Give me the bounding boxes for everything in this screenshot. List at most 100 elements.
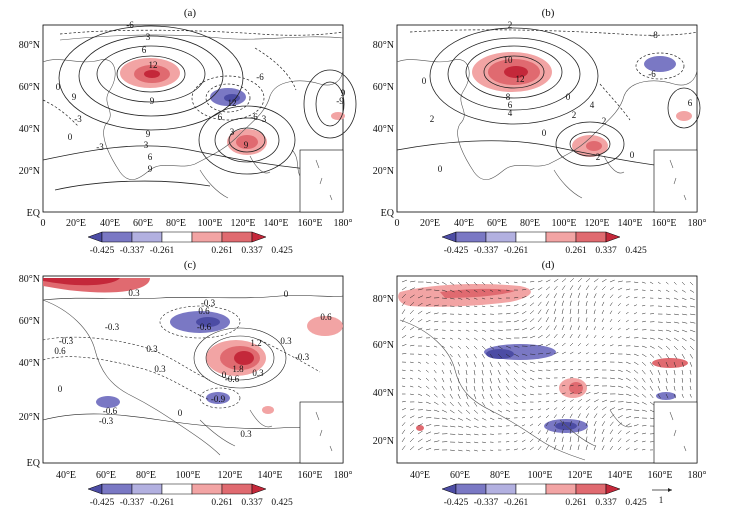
wind-vector [665,313,671,315]
wind-vector [513,425,518,427]
wind-vector [489,409,495,414]
wind-vector [433,393,438,398]
panel-c-inset [299,401,344,464]
wind-vector [433,401,439,405]
colorbar-tick-label: 0.337 [241,498,263,508]
wind-vector [657,393,661,399]
wind-vector [457,441,463,443]
wind-vector [489,353,494,359]
wind-vector [473,449,478,452]
wind-vector [489,337,495,341]
wind-vector [569,360,574,363]
wind-vector [601,352,606,355]
wind-vector [409,344,415,347]
svg-text:-0.3: -0.3 [105,322,120,332]
wind-vector [521,431,526,435]
wind-vector [489,449,494,451]
wind-vector [481,361,485,367]
wind-vector [585,360,590,363]
wind-vector [529,335,536,339]
wind-vector [433,425,440,427]
wind-vector [625,439,630,443]
wind-vector [457,401,462,407]
wind-vector [529,318,535,323]
wind-vector [577,278,583,283]
wind-vector [641,409,647,412]
wind-vector [569,342,574,347]
wind-vector [473,281,478,286]
wind-vector [529,353,536,355]
wind-vector [593,335,597,339]
panel-d-vector-field [401,278,696,452]
wind-vector [441,393,446,399]
wind-vector [449,393,453,399]
svg-text:0: 0 [284,289,289,299]
wind-vector [425,328,431,331]
wind-vector [625,416,632,419]
wind-vector [593,309,596,315]
wind-vector [457,313,462,315]
wind-vector [649,281,654,284]
wind-vector [537,377,543,380]
wind-vector [481,369,484,376]
wind-vector [521,385,526,389]
colorbar-bin [101,483,133,495]
wind-vector [569,351,574,355]
wind-vector [497,329,503,331]
wind-vector [561,413,565,419]
wind-vector [545,334,551,339]
lon-label: 40°E [100,218,120,229]
wind-vector [545,325,550,331]
wind-vector [473,337,478,341]
wind-vector [561,421,565,427]
wind-vector [601,335,605,339]
colorbar-tick-label: 0.261 [565,498,587,508]
wind-vector [481,409,487,414]
lon-label: 180° [334,218,353,229]
wind-vector [489,385,493,392]
wind-vector [649,361,654,367]
wind-vector [465,353,469,359]
panel-b-lat-labels: 80°N 60°N 40°N 20°N EQ [373,40,395,219]
wind-vector [497,297,502,299]
wind-vector [681,377,684,383]
wind-vector [545,301,549,307]
panel-b-colorbar: -0.425 -0.337 -0.261 0.261 0.337 0.425 [441,231,647,256]
wind-vector [649,337,655,340]
wind-vector [529,416,534,419]
wind-vector [505,337,512,340]
wind-vector [537,353,544,355]
panel-a-dashed-contours [42,29,344,127]
panel-c-coastlines [42,299,273,456]
wind-vector [657,369,661,376]
wind-vector [481,281,486,285]
wind-vector [465,313,470,315]
wind-vector [617,385,624,388]
wind-vector [529,369,535,373]
wind-vector [561,444,564,451]
wind-vector [513,361,519,366]
wind-vector [465,345,470,350]
lat-label: 80°N [19,40,40,51]
wind-vector [665,337,671,341]
wind-vector [521,327,528,331]
wind-vector [593,317,596,323]
wind-vector [593,285,598,291]
wind-vector [601,413,606,419]
wind-vector [537,369,543,372]
wind-vector [497,353,502,359]
wind-vector [633,431,639,435]
wind-vector [689,281,694,286]
wind-vector [689,361,693,367]
wind-vector [633,417,640,419]
wind-vector [401,309,406,315]
wind-vector [625,311,629,315]
wind-vector [609,353,615,355]
wind-vector [497,417,503,420]
wind-vector [489,417,495,421]
wind-vector [577,406,582,411]
wind-vector [673,329,680,333]
wind-vector [473,329,478,332]
wind-vector [401,317,406,323]
lat-label: 40°N [373,388,394,399]
